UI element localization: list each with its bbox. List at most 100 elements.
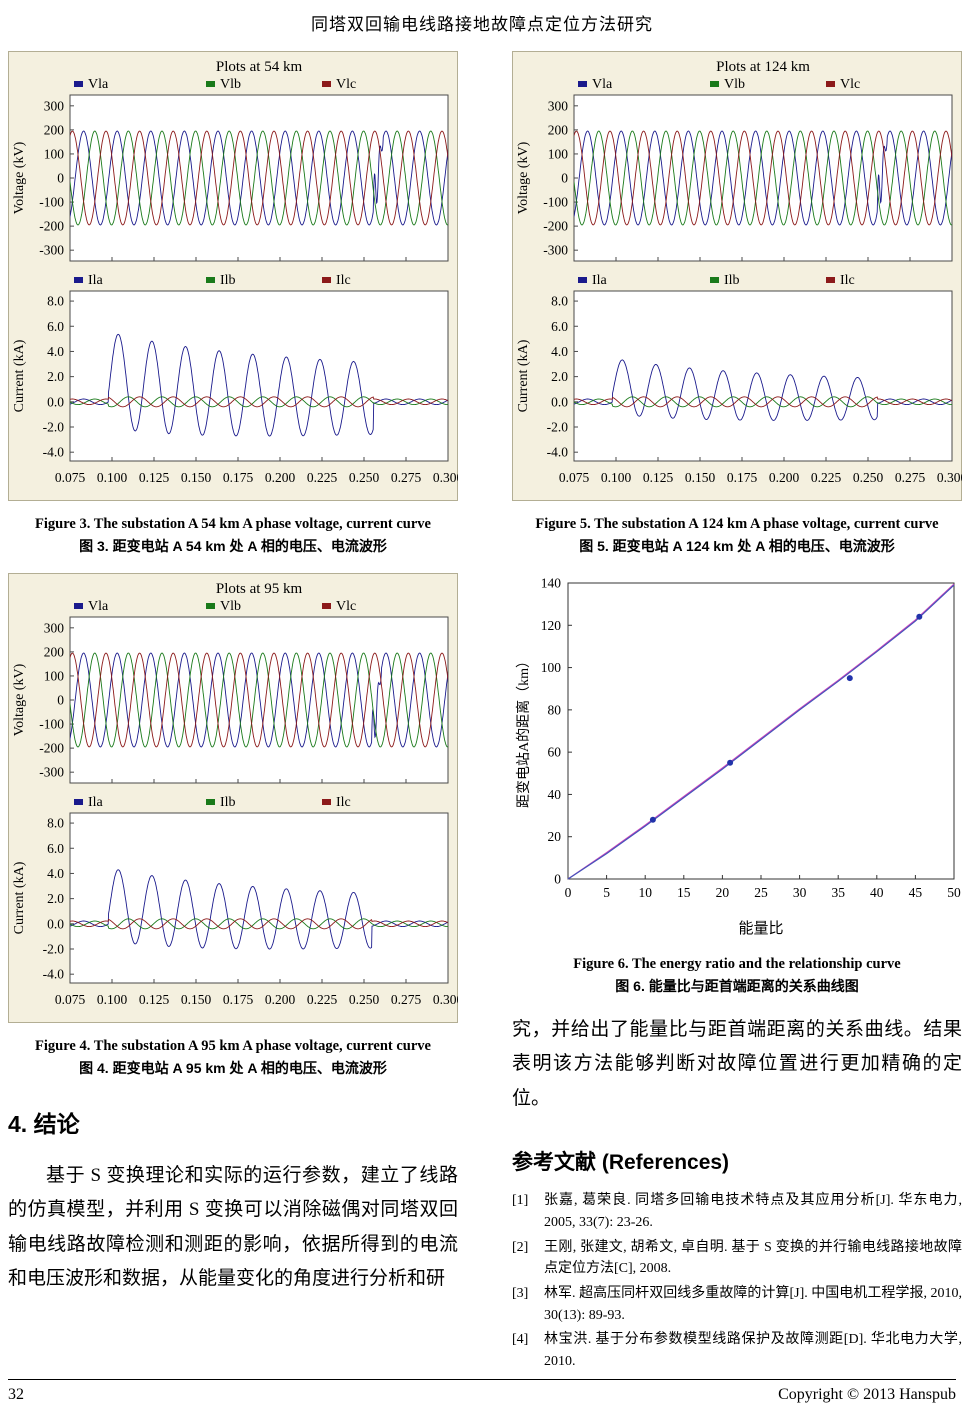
svg-text:0.225: 0.225	[307, 470, 338, 485]
svg-text:Vlb: Vlb	[220, 599, 241, 614]
svg-text:Vlc: Vlc	[336, 599, 356, 614]
svg-text:-2.0: -2.0	[547, 420, 569, 435]
figure4-caption-zh: 图 4. 距变电站 A 95 km 处 A 相的电压、电流波形	[79, 1059, 387, 1076]
svg-text:2.0: 2.0	[47, 891, 64, 906]
svg-text:-200: -200	[39, 219, 64, 234]
svg-text:2.0: 2.0	[551, 369, 568, 384]
figure5-caption-zh: 图 5. 距变电站 A 124 km 处 A 相的电压、电流波形	[579, 537, 895, 554]
svg-text:0.150: 0.150	[181, 992, 212, 1007]
reference-label: [1]	[512, 1193, 529, 1209]
svg-text:25: 25	[754, 885, 768, 900]
svg-text:0.0: 0.0	[47, 916, 64, 931]
page-number: 32	[8, 1386, 24, 1403]
reference-label: [2]	[512, 1239, 529, 1255]
reference-label: [4]	[512, 1332, 529, 1348]
svg-text:0.0: 0.0	[551, 394, 568, 409]
svg-text:-4.0: -4.0	[547, 445, 569, 460]
svg-text:能量比: 能量比	[738, 920, 783, 937]
conclusion-paragraph-right: 究，并给出了能量比与距首端距离的关系曲线。结果表明该方法能够判断对故障位置进行更…	[512, 1018, 962, 1109]
svg-text:4.0: 4.0	[47, 866, 64, 881]
svg-text:8.0: 8.0	[47, 294, 64, 309]
svg-text:10: 10	[638, 885, 652, 900]
figure3-caption: Figure 3. The substation A 54 km A phase…	[8, 514, 458, 557]
reference-text: 张嘉, 葛荣良. 同塔多回输电技术特点及其应用分析[J]. 华东电力, 2005…	[544, 1193, 962, 1230]
svg-text:Ila: Ila	[592, 273, 608, 288]
svg-text:Ilb: Ilb	[220, 273, 236, 288]
conclusion-paragraph-left: 基于 S 变换理论和实际的运行参数，建立了线路的仿真模型，并利用 S 变换可以消…	[8, 1164, 458, 1290]
svg-text:0.175: 0.175	[727, 470, 758, 485]
reference-text: 林宝洪. 基于分布参数模型线路保护及故障测距[D]. 华北电力大学, 2010.	[544, 1332, 962, 1370]
svg-text:100: 100	[44, 668, 65, 683]
svg-text:Ilc: Ilc	[336, 795, 351, 810]
svg-text:300: 300	[44, 620, 65, 635]
svg-text:Vlb: Vlb	[724, 77, 745, 92]
svg-text:0.200: 0.200	[769, 470, 800, 485]
svg-text:0.300: 0.300	[937, 470, 962, 485]
svg-text:20: 20	[548, 829, 562, 844]
svg-text:0.100: 0.100	[97, 470, 128, 485]
svg-text:-300: -300	[39, 243, 64, 258]
svg-text:0.275: 0.275	[391, 470, 422, 485]
svg-text:0.075: 0.075	[55, 470, 86, 485]
figure3-waveform-chart: Plots at 54 km Vla Vlb Vlc 300 200 100 0 -100 -20…	[8, 51, 463, 506]
svg-text:Current (kA): Current (kA)	[516, 339, 531, 412]
svg-text:距变电站A的距离（km）: 距变电站A的距离（km）	[515, 654, 532, 808]
svg-text:35: 35	[831, 885, 845, 900]
svg-text:50: 50	[947, 885, 961, 900]
paper-title: 同塔双回输电线路接地故障点定位方法研究	[311, 15, 653, 34]
svg-text:Vla: Vla	[88, 599, 109, 614]
figure5-caption-en: Figure 5. The substation A 124 km A phas…	[535, 516, 939, 532]
svg-text:0.100: 0.100	[601, 470, 632, 485]
svg-text:0.250: 0.250	[853, 470, 884, 485]
svg-text:300: 300	[548, 98, 569, 113]
svg-text:100: 100	[548, 146, 569, 161]
fig4-svg: Plots at 95 km Vla Vlb Vlc 300 200 100 0 -100 -20…	[8, 572, 463, 1023]
svg-text:200: 200	[44, 644, 65, 659]
svg-text:-4.0: -4.0	[43, 445, 65, 460]
svg-text:Vlc: Vlc	[840, 77, 860, 92]
svg-text:0.250: 0.250	[349, 992, 380, 1007]
svg-text:Plots at 54 km: Plots at 54 km	[216, 59, 303, 75]
reference-item: [4] 林宝洪. 基于分布参数模型线路保护及故障测距[D]. 华北电力大学, 2…	[512, 1329, 962, 1372]
svg-text:0.250: 0.250	[349, 470, 380, 485]
svg-text:80: 80	[548, 702, 562, 717]
figure6-caption-en: Figure 6. The energy ratio and the relat…	[573, 955, 901, 972]
svg-text:-300: -300	[39, 764, 64, 779]
svg-text:-100: -100	[39, 195, 64, 210]
svg-text:15: 15	[677, 885, 691, 900]
svg-text:8.0: 8.0	[47, 815, 64, 830]
svg-text:6.0: 6.0	[47, 841, 64, 856]
svg-text:140: 140	[541, 575, 562, 590]
svg-text:0.125: 0.125	[139, 470, 170, 485]
svg-text:0.150: 0.150	[181, 470, 212, 485]
svg-text:40: 40	[548, 787, 562, 802]
svg-text:200: 200	[548, 122, 569, 137]
svg-text:0.275: 0.275	[391, 992, 422, 1007]
svg-text:0.075: 0.075	[559, 470, 590, 485]
reference-label: [3]	[512, 1285, 529, 1301]
svg-text:Vlb: Vlb	[220, 77, 241, 92]
reference-text: 林军. 超高压同杆双回线多重故障的计算[J]. 中国电机工程学报, 2010, …	[544, 1285, 962, 1323]
figure4-waveform-chart: Plots at 95 km Vla Vlb Vlc 300 200 100 0 -100 -20…	[8, 572, 463, 1028]
svg-text:0.225: 0.225	[811, 470, 842, 485]
svg-text:40: 40	[870, 885, 884, 900]
svg-text:4.0: 4.0	[47, 344, 64, 359]
svg-text:0.175: 0.175	[223, 992, 254, 1007]
svg-text:Plots at 95 km: Plots at 95 km	[216, 581, 303, 597]
svg-text:Ilc: Ilc	[336, 273, 351, 288]
svg-text:Vlc: Vlc	[336, 77, 356, 92]
svg-text:0.300: 0.300	[433, 992, 458, 1007]
svg-text:Plots at 124 km: Plots at 124 km	[716, 59, 810, 75]
figure4-caption-en: Figure 4. The substation A 95 km A phase…	[35, 1037, 431, 1054]
svg-text:60: 60	[548, 744, 562, 759]
figure5-caption: Figure 5. The substation A 124 km A phas…	[512, 514, 962, 557]
two-column-layout: Plots at 54 km Vla Vlb Vlc 300 200 100 0 -100 -20…	[8, 51, 964, 1376]
svg-text:Voltage (kV): Voltage (kV)	[12, 663, 27, 736]
figure6-energy-ratio-chart: 0 5 10 15 20 25 30 35 40 45 50 0 20 40 60 80 100 120 140 能量…	[512, 573, 962, 946]
svg-text:100: 100	[541, 660, 562, 675]
svg-text:Ila: Ila	[88, 795, 104, 810]
svg-text:-300: -300	[543, 243, 568, 258]
svg-text:120: 120	[541, 618, 562, 633]
svg-text:0.100: 0.100	[97, 992, 128, 1007]
